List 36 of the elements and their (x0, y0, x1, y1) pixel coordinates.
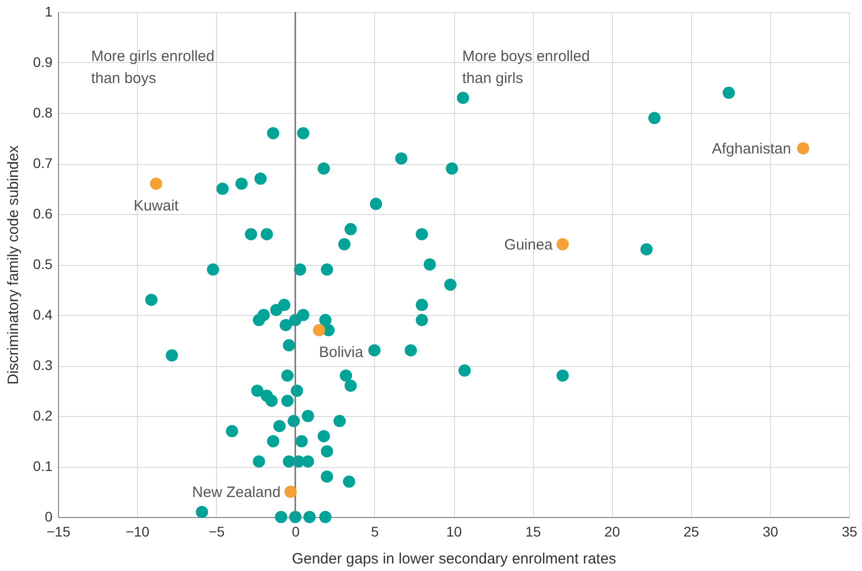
y-tick-label: 0.3 (33, 357, 53, 373)
x-axis-title: Gender gaps in lower secondary enrolment rates (292, 550, 616, 568)
y-tick-label: 0.7 (33, 155, 53, 171)
point (797, 142, 810, 154)
x-tick-label: 20 (604, 524, 620, 540)
point (150, 178, 162, 190)
annotation: Kuwait (134, 198, 180, 215)
y-tick-label: 0.1 (33, 458, 53, 474)
x-tick-label: 5 (371, 524, 379, 540)
y-tick-label: 0.2 (33, 408, 53, 424)
y-tick-label: 0.6 (33, 206, 53, 222)
point (284, 486, 297, 498)
x-tick-label: −10 (126, 524, 150, 540)
annotation: Guinea (504, 236, 554, 254)
annotation: Afghanistan (712, 140, 792, 158)
y-tick-label: 1 (44, 4, 53, 20)
x-tick-label: −15 (46, 524, 71, 540)
y-tick-label: 0.9 (33, 54, 53, 70)
x-tick-label: 30 (762, 524, 778, 540)
y-axis-title: Discriminatory family code subindex (5, 144, 22, 385)
y-tick-label: 0 (44, 508, 53, 524)
x-tick-label: 10 (446, 524, 462, 540)
point (312, 324, 326, 336)
y-tick-label: 0.8 (33, 104, 53, 120)
x-tick-label: 0 (292, 524, 300, 540)
y-tick-label: 0.5 (33, 256, 53, 272)
x-tick-label: 35 (842, 524, 858, 540)
point (556, 238, 569, 250)
x-tick-label: 15 (525, 524, 542, 540)
x-tick-label: 25 (684, 524, 700, 540)
y-tick-label: 0.4 (33, 306, 53, 322)
x-tick-label: −5 (208, 524, 225, 540)
annotation: New Zealand (192, 484, 281, 501)
annotation: More boys enrolled than girls (462, 48, 590, 88)
annotation: More girls enrolled than boys (91, 48, 214, 88)
annotation: Bolivia (319, 344, 364, 362)
